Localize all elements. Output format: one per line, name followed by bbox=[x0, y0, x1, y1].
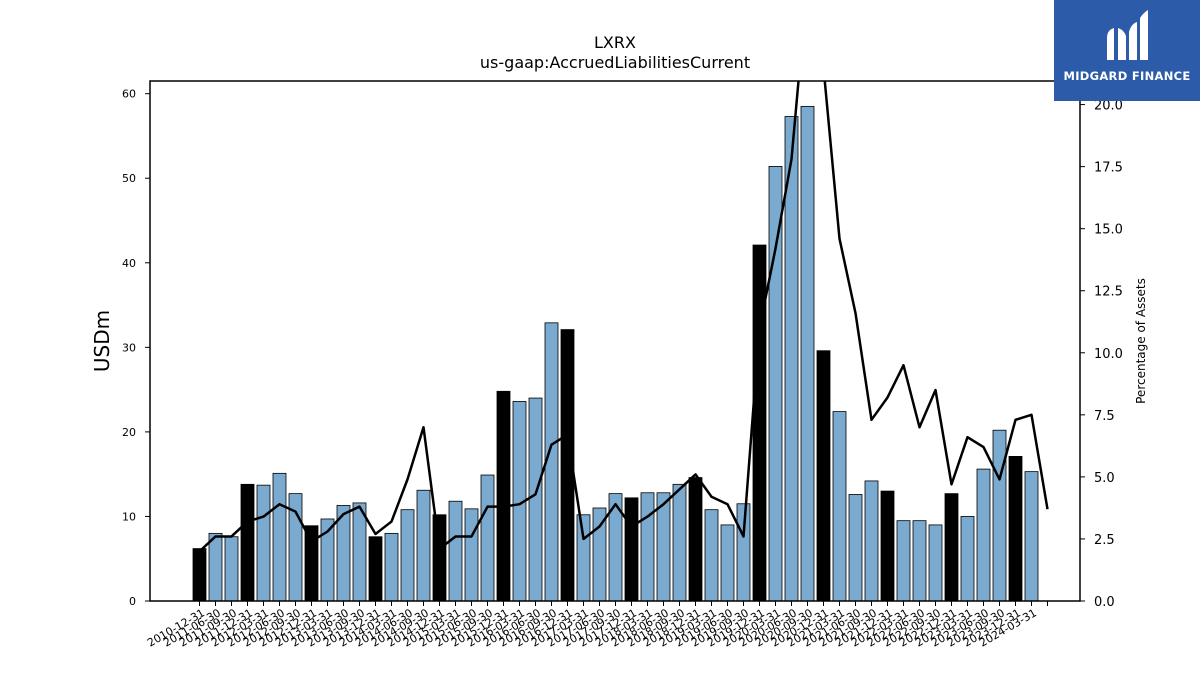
bar bbox=[640, 492, 655, 602]
y2-axis-label: Percentage of Assets bbox=[1134, 278, 1148, 404]
bar bbox=[304, 525, 319, 602]
bar bbox=[624, 497, 639, 602]
y2-tick-label: 15.0 bbox=[1094, 223, 1123, 238]
bar bbox=[880, 490, 895, 602]
bar bbox=[448, 500, 463, 602]
bar bbox=[896, 520, 911, 602]
bar bbox=[352, 502, 367, 602]
bar bbox=[1008, 456, 1023, 602]
y-tick-label: 50 bbox=[122, 172, 136, 185]
line-layer bbox=[198, 81, 1049, 553]
bar bbox=[864, 480, 879, 602]
bar bbox=[688, 477, 703, 602]
y-tick-label: 0 bbox=[129, 595, 136, 608]
bar bbox=[800, 105, 815, 602]
brand-logo: MIDGARD FINANCE bbox=[1054, 0, 1200, 101]
bar bbox=[496, 390, 511, 602]
bar bbox=[912, 520, 927, 602]
left-axis: 0 10 20 30 40 50 60 bbox=[122, 88, 150, 608]
bar bbox=[480, 474, 495, 602]
bar bbox=[736, 503, 751, 602]
bar bbox=[960, 516, 975, 602]
bar bbox=[400, 509, 415, 602]
bar bbox=[432, 514, 447, 602]
bar bbox=[704, 509, 719, 602]
bar bbox=[464, 508, 479, 602]
bar bbox=[192, 548, 207, 602]
bar bbox=[832, 411, 847, 602]
y2-tick-label: 7.5 bbox=[1094, 409, 1115, 424]
bar bbox=[416, 489, 431, 602]
bar bbox=[272, 472, 287, 602]
bar bbox=[576, 514, 591, 602]
bar bbox=[224, 536, 239, 602]
chart-subtitle: us-gaap:AccruedLiabilitiesCurrent bbox=[480, 53, 750, 72]
y-tick-label: 60 bbox=[122, 88, 136, 101]
x-axis: 2010-12-312011-06-302011-09-302011-12-31… bbox=[145, 601, 1048, 650]
y2-tick-label: 5.0 bbox=[1094, 471, 1115, 486]
bar bbox=[528, 397, 543, 602]
y2-tick-label: 12.5 bbox=[1094, 285, 1123, 300]
bar bbox=[816, 350, 831, 602]
bar bbox=[672, 483, 687, 602]
chart-title: LXRX bbox=[594, 33, 636, 52]
bar bbox=[208, 532, 223, 602]
bar bbox=[240, 483, 255, 602]
bar bbox=[944, 493, 959, 602]
bar bbox=[752, 244, 767, 602]
y-tick-label: 10 bbox=[122, 510, 136, 523]
series-line bbox=[198, 81, 1049, 553]
bar bbox=[768, 165, 783, 602]
logo-text: MIDGARD FINANCE bbox=[1063, 69, 1191, 83]
y2-tick-label: 17.5 bbox=[1094, 161, 1123, 176]
y2-tick-label: 2.5 bbox=[1094, 533, 1115, 548]
bar bbox=[1024, 471, 1039, 602]
bar bbox=[720, 524, 735, 602]
bar-layer bbox=[192, 105, 1039, 602]
logo-mark-icon bbox=[1107, 10, 1148, 60]
y2-tick-label: 20.0 bbox=[1094, 99, 1123, 114]
y-tick-label: 40 bbox=[122, 257, 136, 270]
bar bbox=[368, 536, 383, 602]
y2-tick-label: 0.0 bbox=[1094, 595, 1115, 610]
bar bbox=[928, 524, 943, 602]
y-axis-label: USDm bbox=[90, 310, 114, 372]
y-tick-label: 30 bbox=[122, 341, 136, 354]
bar bbox=[848, 494, 863, 602]
bar bbox=[992, 429, 1007, 602]
bar bbox=[384, 532, 399, 602]
y2-tick-label: 10.0 bbox=[1094, 347, 1123, 362]
bar bbox=[256, 484, 271, 602]
y-tick-label: 20 bbox=[122, 426, 136, 439]
right-axis: 0.0 2.5 5.0 7.5 10.0 12.5 15.0 17.5 20.0 bbox=[1080, 99, 1123, 610]
bar bbox=[976, 468, 991, 602]
